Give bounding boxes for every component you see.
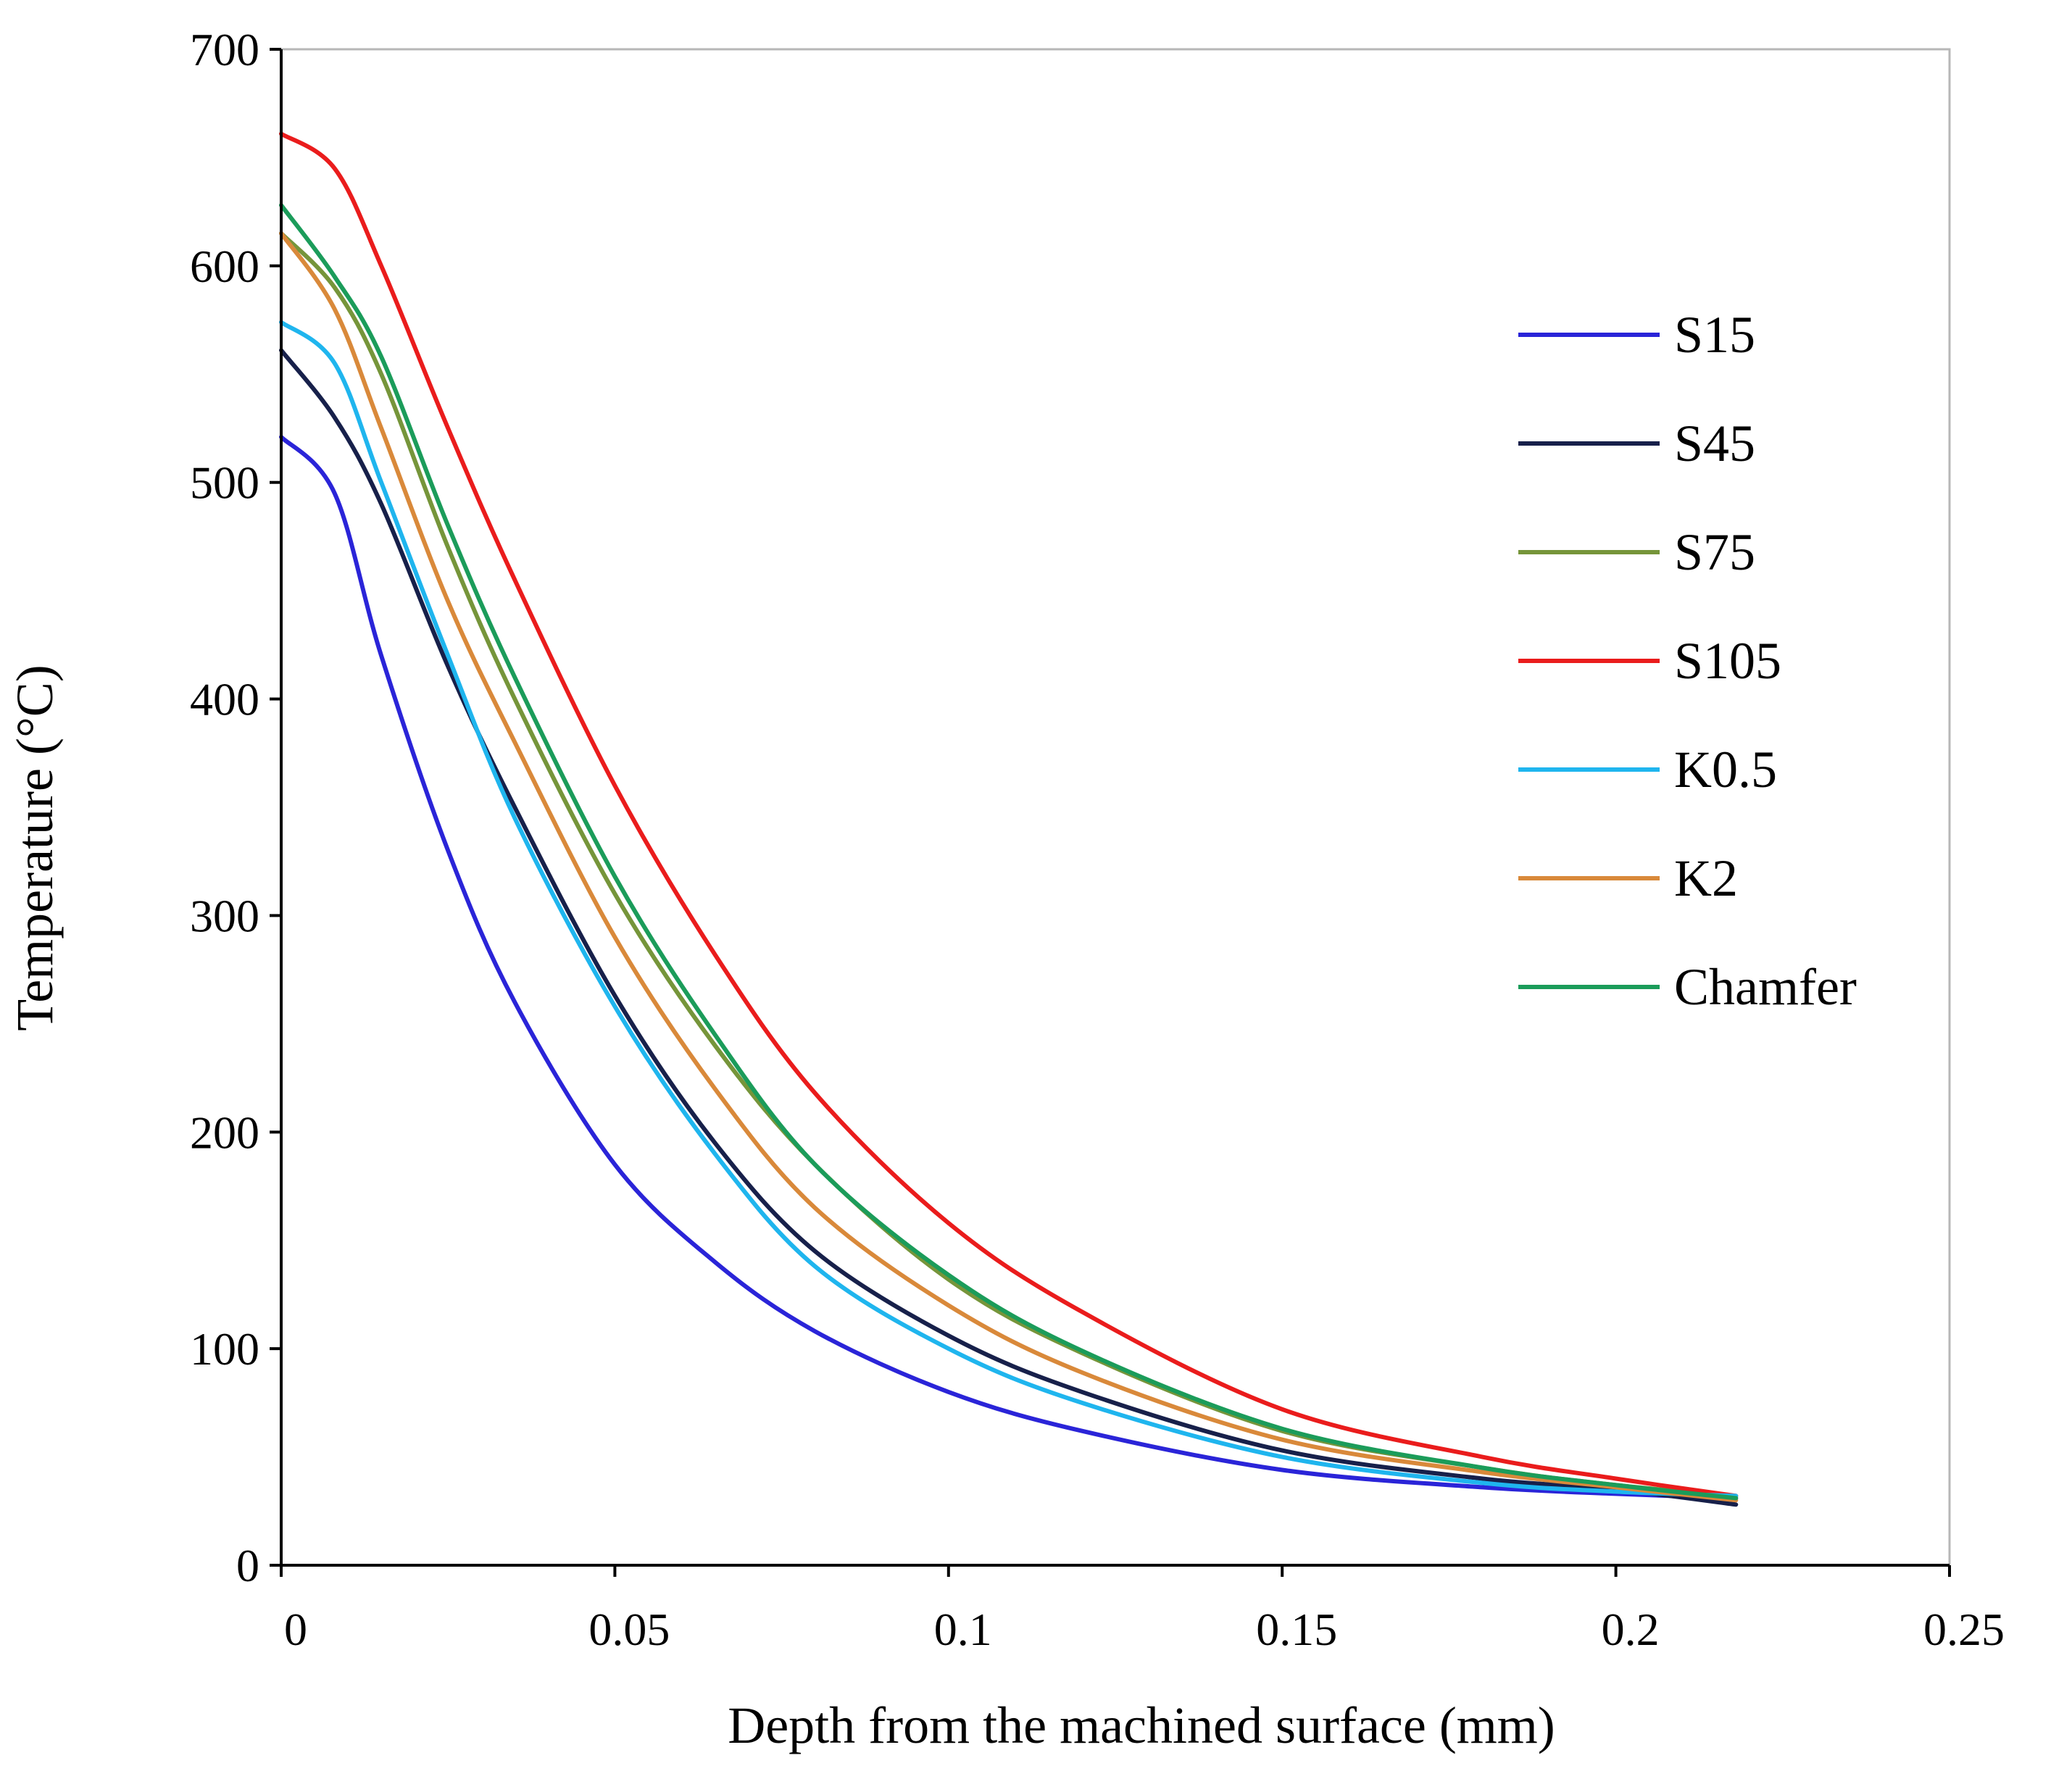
legend-label-k0-5: K0.5 [1674,741,1777,799]
x-tick-label: 0.15 [1256,1604,1337,1655]
y-tick-label: 500 [190,457,259,509]
x-tick-label: 0.2 [1602,1604,1660,1655]
legend: S15 S45 S75 S105 K0.5 K2 Chamfer [1518,306,1857,1016]
series-line-s75 [279,231,1739,1499]
series-line-k2 [279,231,1739,1503]
legend-label-chamfer: Chamfer [1674,958,1857,1016]
x-tick-label: 0.1 [934,1604,992,1655]
y-tick-label: 300 [190,890,259,941]
legend-label-k2: K2 [1674,849,1738,907]
y-axis-title: Temperature (°C) [6,664,64,1031]
axes: 0 100 200 300 400 500 600 700 0 0.05 0.1 0.15 0.2 0.2… [190,24,2005,1655]
legend-label-s105: S105 [1674,632,1781,690]
y-tick-label: 200 [190,1107,259,1158]
series-line-k0-5 [279,320,1739,1499]
x-tick-label: 0 [284,1604,307,1655]
legend-label-s45: S45 [1674,414,1755,472]
x-tick-label: 0.05 [588,1604,670,1655]
y-tick-label: 0 [236,1540,259,1591]
x-axis-title: Depth from the machined surface (mm) [728,1696,1555,1754]
y-tick-label: 700 [190,24,259,75]
y-tick-label: 400 [190,674,259,725]
series-line-s15 [279,435,1739,1501]
y-tick-label: 600 [190,241,259,292]
series-line-chamfer [279,203,1739,1501]
y-tick-label: 100 [190,1323,259,1375]
series-lines [279,131,1739,1507]
legend-label-s15: S15 [1674,306,1755,364]
plot-frame [281,48,1951,1565]
legend-label-s75: S75 [1674,523,1755,581]
series-line-s45 [279,348,1739,1507]
plot-area [281,48,1951,1565]
series-line-s105 [279,131,1739,1499]
x-tick-label: 0.25 [1923,1604,2005,1655]
